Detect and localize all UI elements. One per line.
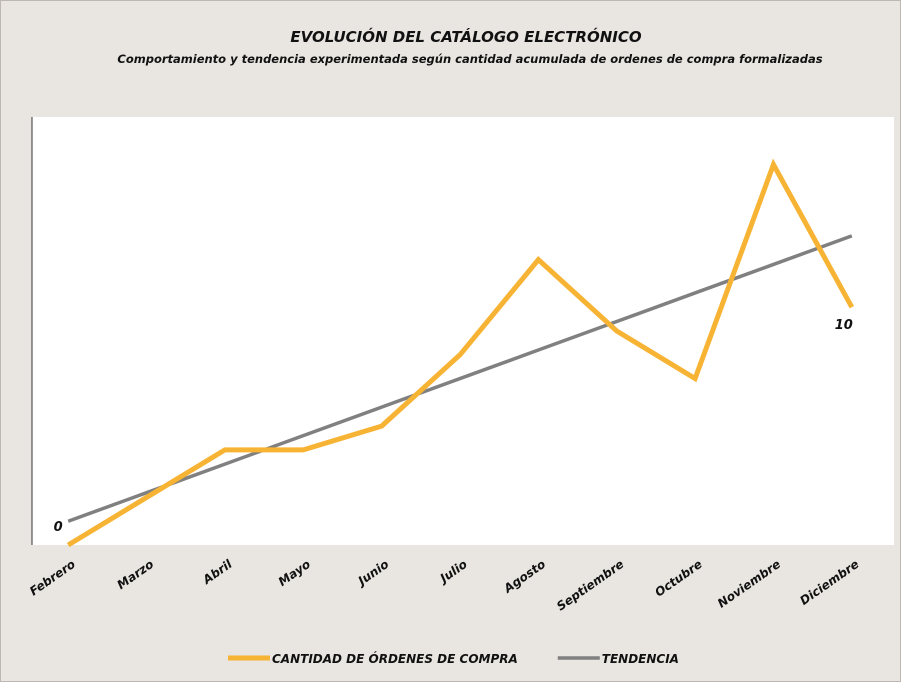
data-label: 10 (835, 318, 853, 333)
plot-area (32, 117, 894, 545)
legend-label: TENDENCIA (602, 652, 679, 666)
series-line (66, 158, 855, 548)
chart-title: EVOLUCIÓN DEL CATÁLOGO ELECTRÓNICO (290, 27, 642, 46)
data-label: 0 (54, 520, 63, 535)
series-line (67, 234, 853, 523)
chart-subtitle: Comportamiento y tendencia experimentada… (117, 52, 823, 66)
subtitle-box: Comportamiento y tendencia experimentada… (117, 52, 823, 66)
legend-label: CANTIDAD DE ÓRDENES DE COMPRA (272, 651, 518, 666)
